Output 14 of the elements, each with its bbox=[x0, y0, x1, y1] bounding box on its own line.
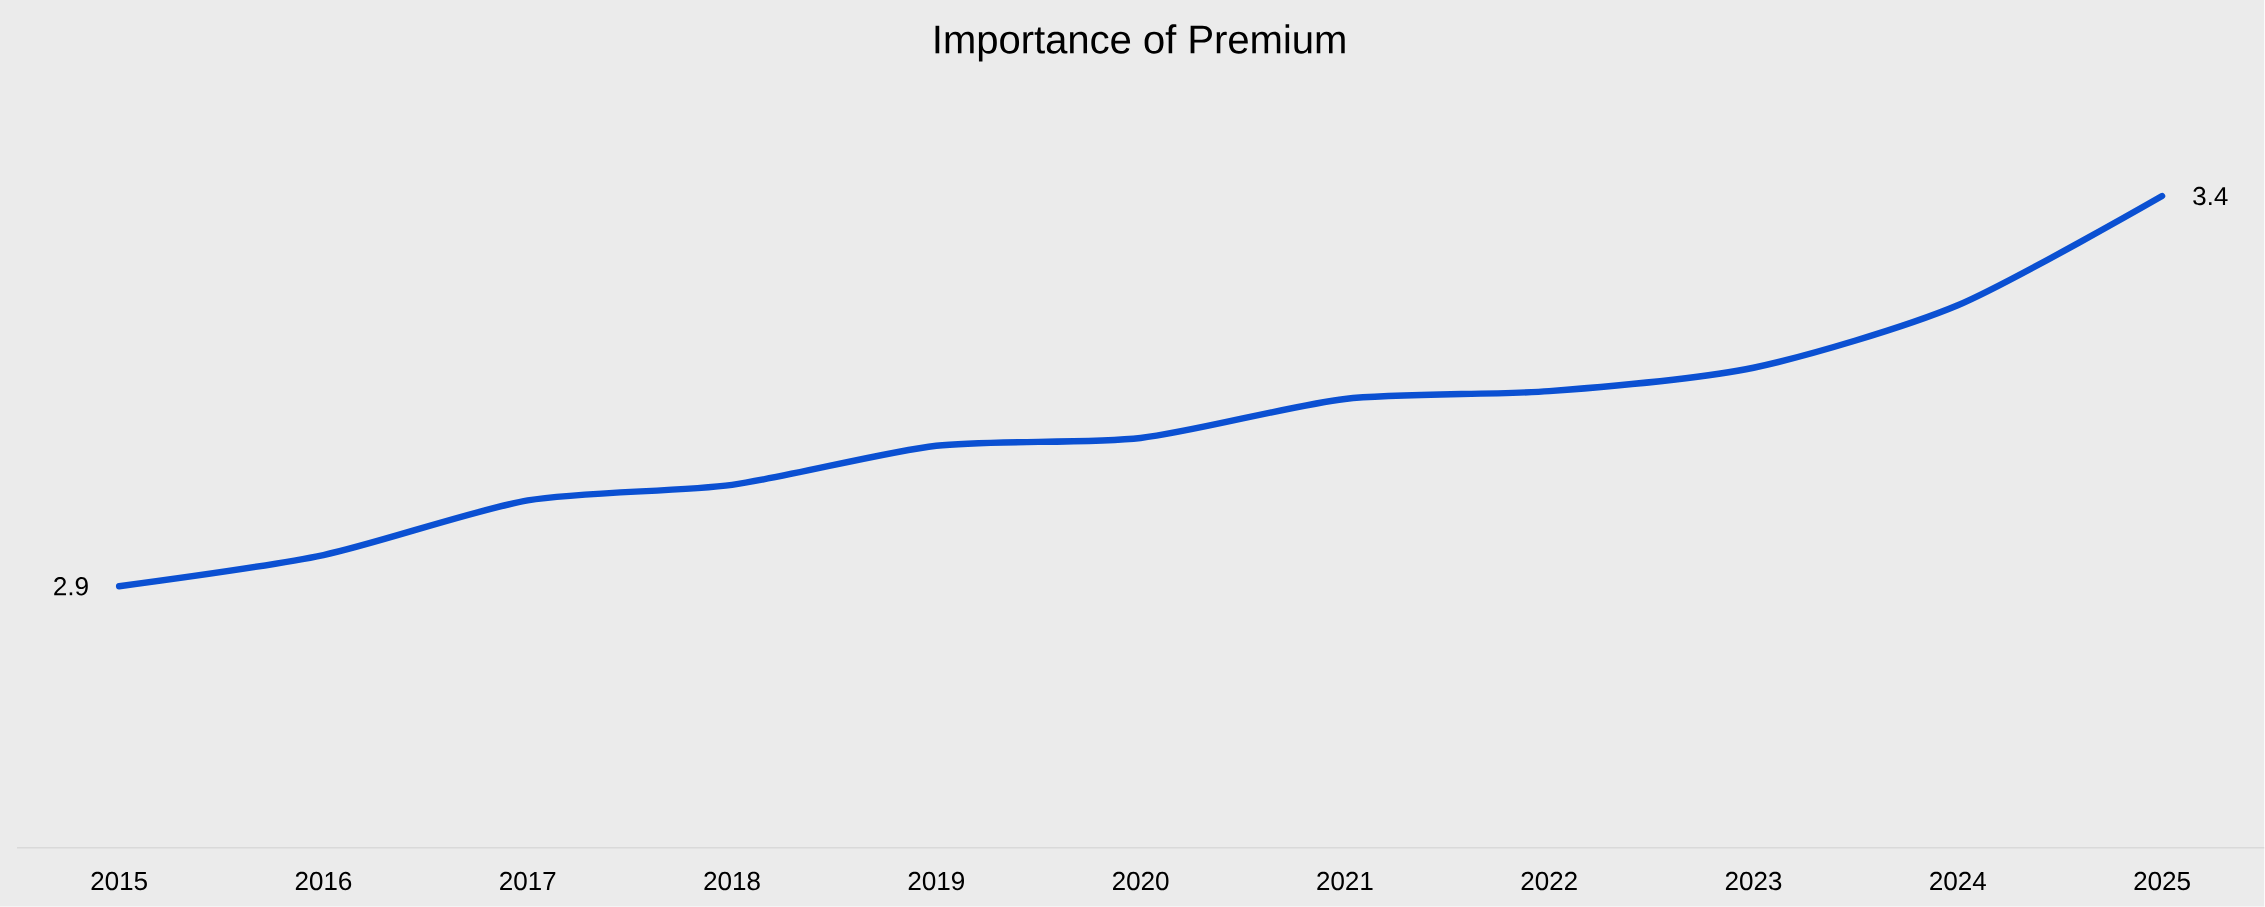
x-tick-label: 2019 bbox=[908, 872, 964, 891]
x-tick-label: 2022 bbox=[1521, 872, 1577, 891]
x-tick-label: 2017 bbox=[500, 872, 556, 891]
x-tick-label: 2025 bbox=[2134, 872, 2190, 891]
data-label: 3.4 bbox=[2193, 187, 2228, 206]
x-tick-label: 2023 bbox=[1725, 872, 1782, 891]
x-tick-label: 2016 bbox=[295, 872, 352, 891]
x-tick-label: 2020 bbox=[1113, 872, 1169, 891]
x-tick-label: 2021 bbox=[1317, 872, 1373, 891]
chart-title: Importance of Premium bbox=[935, 24, 1345, 62]
data-label: 2.9 bbox=[54, 577, 88, 596]
x-tick-label: 2024 bbox=[1930, 872, 1986, 891]
x-tick-label: 2018 bbox=[704, 872, 760, 891]
x-tick-label: 2015 bbox=[91, 872, 147, 891]
